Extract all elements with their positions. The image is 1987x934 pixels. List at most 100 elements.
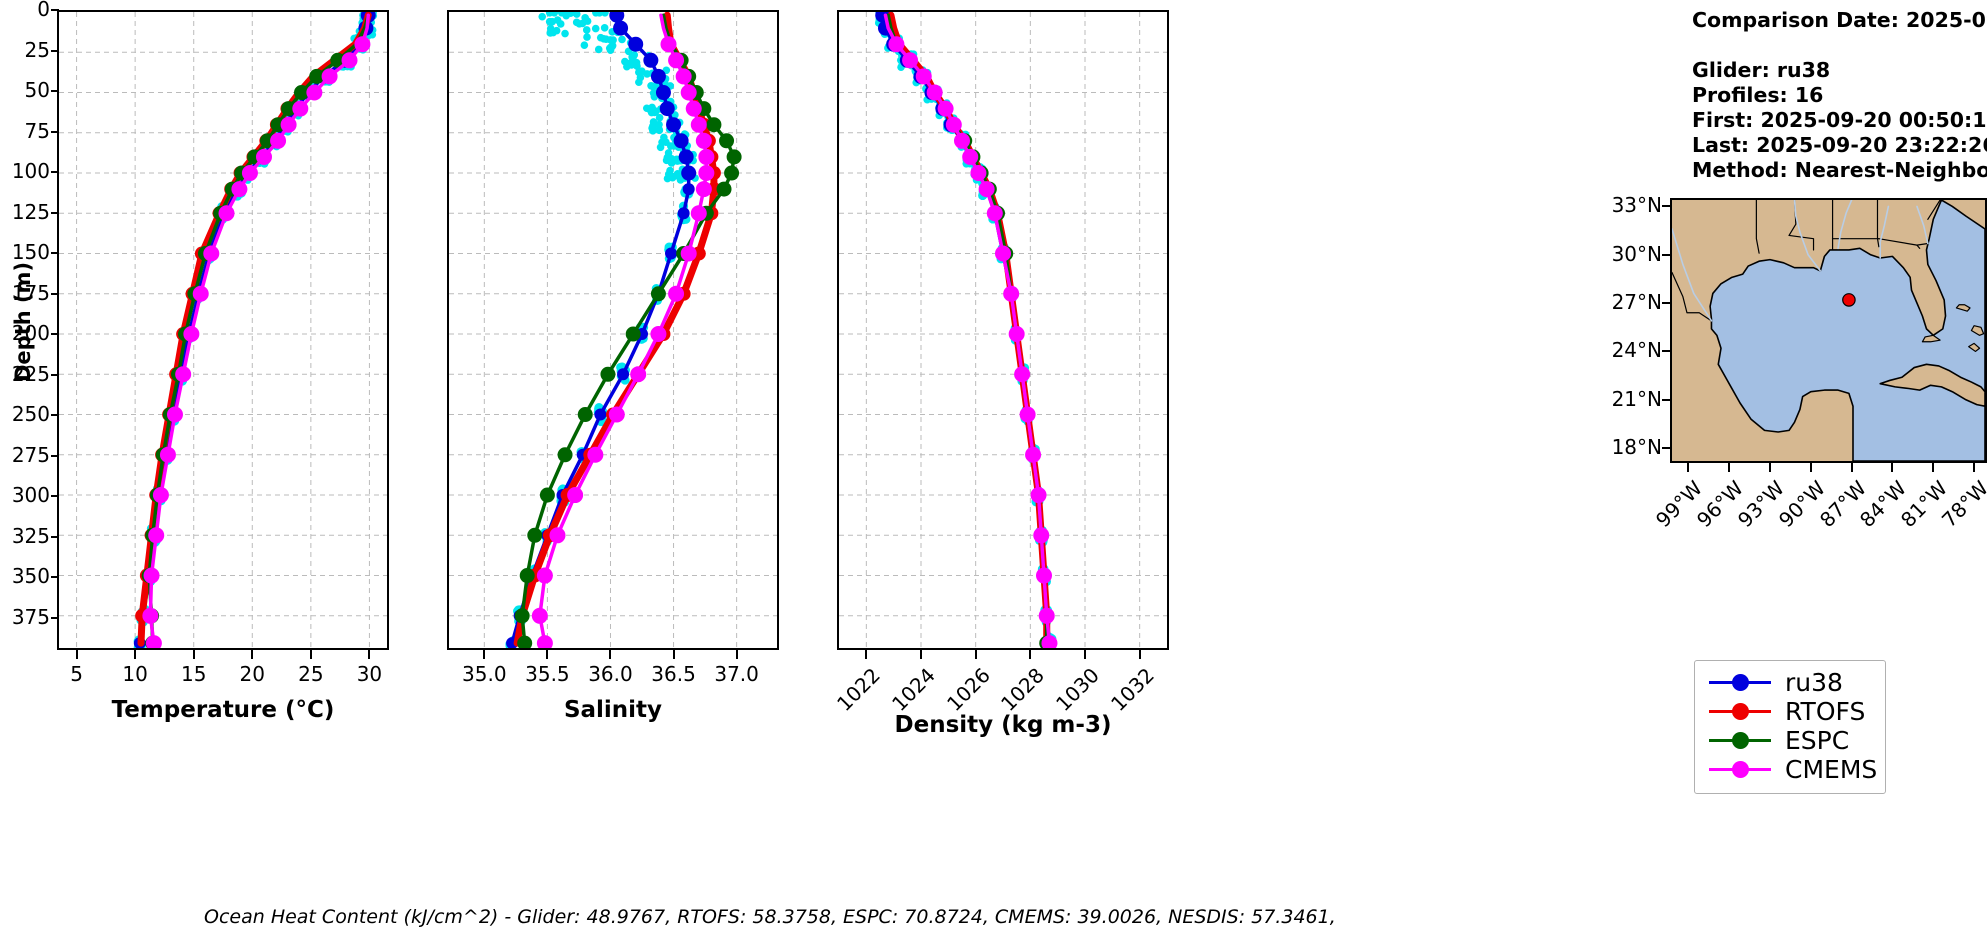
depth-tick-label: 375 (11, 604, 50, 629)
legend-item-rtofs[interactable]: RTOFS (1709, 697, 1869, 726)
legend-marker-dot (1732, 732, 1749, 749)
depth-tick-mark (51, 292, 59, 295)
x-tick-label: 36.0 (588, 662, 633, 686)
x-tick-mark (309, 650, 312, 659)
x-tick-label: 15 (180, 662, 207, 686)
gulf-of-mexico-map[interactable] (1670, 198, 1987, 463)
x-tick-mark (251, 650, 254, 659)
x-tick-mark (609, 650, 612, 659)
depth-tick-mark (51, 454, 59, 457)
map-container: 33°N 30°N 27°N 24°N 21°N 18°N 99°W 96°W 93°W 90°… (1612, 193, 1987, 532)
temperature-axis-label: Temperature (°C) (111, 697, 335, 723)
depth-tick-label: 325 (11, 523, 50, 548)
depth-tick-mark (51, 414, 59, 417)
map-lon-tick-mark (1687, 463, 1690, 472)
legend-label: ru38 (1785, 668, 1843, 697)
legend-marker-dot (1732, 761, 1749, 778)
ocean-heat-content-caption: Ocean Heat Content (kJ/cm^2) - Glider: 4… (204, 906, 1336, 928)
depth-tick-label: 200 (11, 321, 50, 346)
map-lon-tick-mark (1728, 463, 1731, 472)
x-tick-label: 10 (122, 662, 148, 686)
salinity-panel: 35.0 35.5 36.0 36.5 37.0 Salinity (0, 0, 779, 934)
map-lon-tick-mark (1891, 463, 1894, 472)
legend-label: CMEMS (1785, 755, 1878, 784)
legend-marker-dot (1732, 703, 1749, 720)
legend-item-cmems[interactable]: CMEMS (1709, 755, 1877, 784)
depth-tick-label: 175 (11, 280, 50, 305)
legend-marker-dot (1732, 674, 1749, 691)
depth-tick-label: 100 (11, 159, 50, 184)
map-lat-tick-mark (1662, 398, 1671, 401)
depth-tick-mark (51, 576, 59, 579)
depth-tick-mark (51, 9, 59, 11)
salinity-axes (447, 10, 779, 650)
depth-tick-label: 150 (11, 240, 50, 265)
depth-tick-mark (51, 49, 59, 52)
map-lat-tick-label: 21°N (1611, 386, 1662, 411)
salinity-axis-label: Salinity (563, 697, 663, 723)
x-tick-label: 35.5 (525, 662, 570, 686)
profiles-text: Profiles: 16 (1692, 83, 1824, 107)
depth-tick-label: 125 (11, 199, 50, 224)
depth-tick-mark (51, 211, 59, 214)
map-lat-tick-label: 33°N (1611, 193, 1662, 218)
depth-tick-label: 225 (11, 361, 50, 386)
x-tick-mark (865, 650, 868, 659)
map-lat-tick-label: 24°N (1611, 338, 1662, 363)
map-lon-tick-mark (1768, 463, 1771, 472)
map-lat-tick-label: 27°N (1611, 290, 1662, 315)
depth-tick-mark (51, 90, 59, 92)
map-lat-tick-mark (1662, 205, 1671, 208)
density-axis-label: Density (kg m-3) (894, 712, 1112, 738)
x-tick-mark (546, 650, 549, 659)
map-lat-tick-label: 30°N (1611, 241, 1662, 266)
map-lon-tick-mark (1932, 463, 1935, 472)
temperature-axes (57, 10, 389, 650)
temperature-panel: Depth (m) 0 25 50 75 100 125 150 175 200 225 250 27… (0, 0, 470, 934)
depth-tick-mark (51, 616, 59, 619)
depth-tick-label: 250 (11, 402, 50, 427)
x-tick-label: 30 (356, 662, 383, 686)
x-tick-mark (134, 650, 137, 659)
x-tick-label: 37.0 (714, 662, 759, 686)
depth-tick-label: 350 (11, 564, 50, 589)
depth-tick-mark (51, 252, 59, 255)
map-lon-tick-mark (1809, 463, 1812, 472)
x-tick-mark (672, 650, 675, 659)
depth-tick-mark (51, 130, 59, 133)
depth-tick-mark (51, 373, 59, 376)
x-tick-mark (192, 650, 195, 659)
depth-tick-mark (51, 333, 59, 336)
depth-tick-label: 75 (24, 118, 50, 143)
x-tick-mark (75, 650, 78, 659)
map-lon-tick-mark (1850, 463, 1853, 472)
depth-tick-label: 275 (11, 442, 50, 467)
x-tick-mark (368, 650, 371, 659)
x-tick-mark (974, 650, 977, 659)
depth-tick-mark (51, 535, 59, 538)
info-block: Comparison Date: 2025-09-20 Glider: ru38… (1692, 8, 1987, 183)
legend-item-espc[interactable]: ESPC (1709, 726, 1869, 755)
x-tick-mark (483, 650, 486, 659)
x-tick-mark (1084, 650, 1086, 659)
x-tick-label: 20 (239, 662, 265, 686)
x-tick-mark (735, 650, 738, 659)
legend: ru38 RTOFS ESPC CMEMS (1694, 660, 1886, 794)
depth-tick-label: 0 (37, 0, 50, 21)
map-lat-tick-mark (1662, 350, 1671, 353)
x-tick-label: 25 (298, 662, 324, 686)
map-lon-tick-mark (1973, 463, 1976, 472)
density-axes (837, 10, 1169, 650)
depth-tick-mark (51, 171, 59, 174)
x-tick-mark (1138, 650, 1141, 659)
x-tick-label: 35.0 (462, 662, 507, 686)
map-lat-tick-mark (1662, 447, 1671, 450)
x-tick-mark (1029, 650, 1032, 659)
map-lat-tick-label: 18°N (1611, 435, 1662, 460)
method-text: Method: Nearest-Neighbor (1692, 158, 1987, 182)
legend-label: ESPC (1785, 726, 1850, 755)
last-time-text: Last: 2025-09-20 23:22:26 (1692, 133, 1987, 157)
legend-item-ru38[interactable]: ru38 (1709, 668, 1869, 697)
x-tick-label: 5 (70, 662, 83, 686)
depth-tick-mark (51, 495, 59, 498)
